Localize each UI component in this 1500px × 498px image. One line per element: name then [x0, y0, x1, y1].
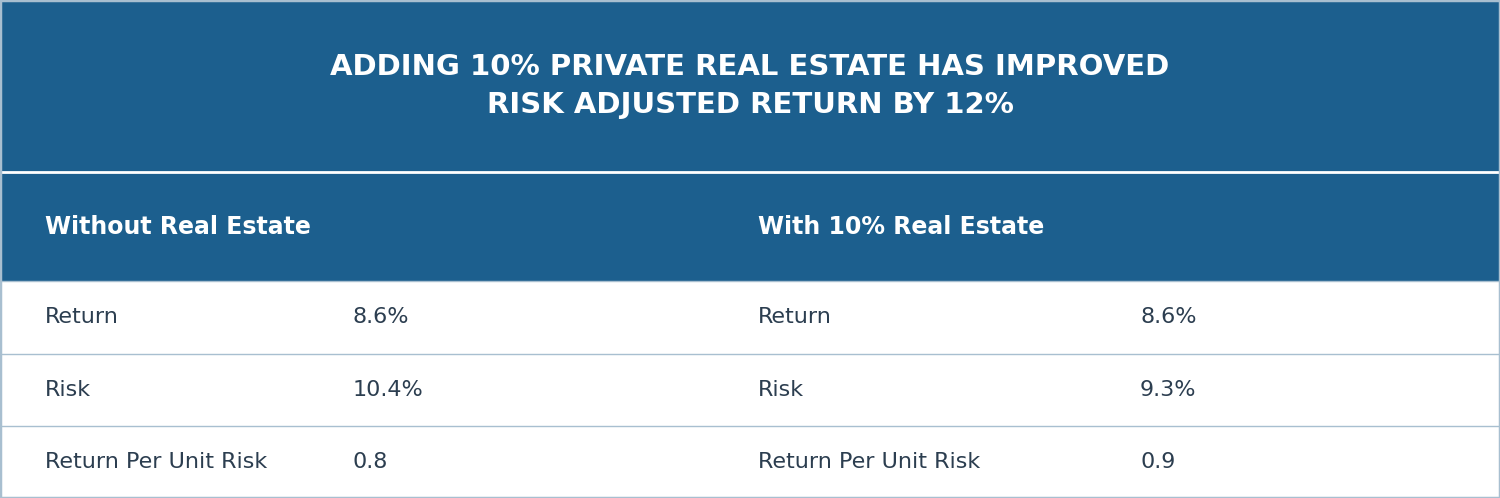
Bar — [0, 354, 1500, 426]
Bar — [0, 172, 1500, 281]
Bar — [0, 426, 1500, 498]
Text: Risk: Risk — [758, 379, 804, 400]
Text: Without Real Estate: Without Real Estate — [45, 215, 310, 239]
Text: Risk: Risk — [45, 379, 92, 400]
Text: Return Per Unit Risk: Return Per Unit Risk — [758, 452, 980, 472]
Text: 8.6%: 8.6% — [1140, 307, 1197, 328]
Text: With 10% Real Estate: With 10% Real Estate — [758, 215, 1044, 239]
Bar — [0, 281, 1500, 354]
Text: 8.6%: 8.6% — [352, 307, 410, 328]
Text: 9.3%: 9.3% — [1140, 379, 1197, 400]
Text: ADDING 10% PRIVATE REAL ESTATE HAS IMPROVED: ADDING 10% PRIVATE REAL ESTATE HAS IMPRO… — [330, 53, 1170, 81]
Text: 0.9: 0.9 — [1140, 452, 1176, 472]
Bar — [0, 0, 1500, 172]
Text: 10.4%: 10.4% — [352, 379, 423, 400]
Text: Return Per Unit Risk: Return Per Unit Risk — [45, 452, 267, 472]
Text: Return: Return — [758, 307, 831, 328]
Text: 0.8: 0.8 — [352, 452, 388, 472]
Text: RISK ADJUSTED RETURN BY 12%: RISK ADJUSTED RETURN BY 12% — [486, 91, 1014, 119]
Text: Return: Return — [45, 307, 118, 328]
